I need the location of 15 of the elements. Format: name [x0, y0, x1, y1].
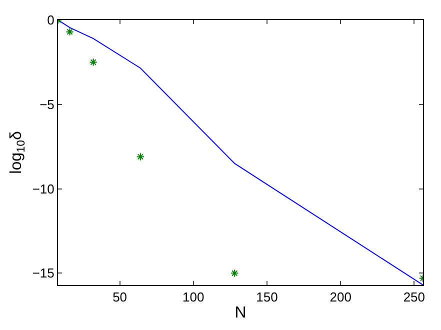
x-axis-title: N: [234, 304, 246, 322]
x-tick-label: 100: [182, 290, 204, 305]
point: [89, 58, 98, 66]
point: [230, 269, 239, 278]
x-tick-label: 250: [403, 290, 426, 305]
x-tick-label: 150: [256, 290, 278, 305]
line-series: [58, 20, 423, 285]
y-tick-label: 0: [47, 12, 54, 28]
y-tick-label: −10: [32, 181, 54, 196]
x-tick-label: 200: [330, 290, 352, 305]
x-tick-label: 50: [112, 290, 128, 305]
point: [66, 28, 74, 36]
point: [136, 152, 145, 161]
y-tick-label: −5: [40, 96, 54, 112]
y-tick-label: −15: [32, 266, 54, 281]
